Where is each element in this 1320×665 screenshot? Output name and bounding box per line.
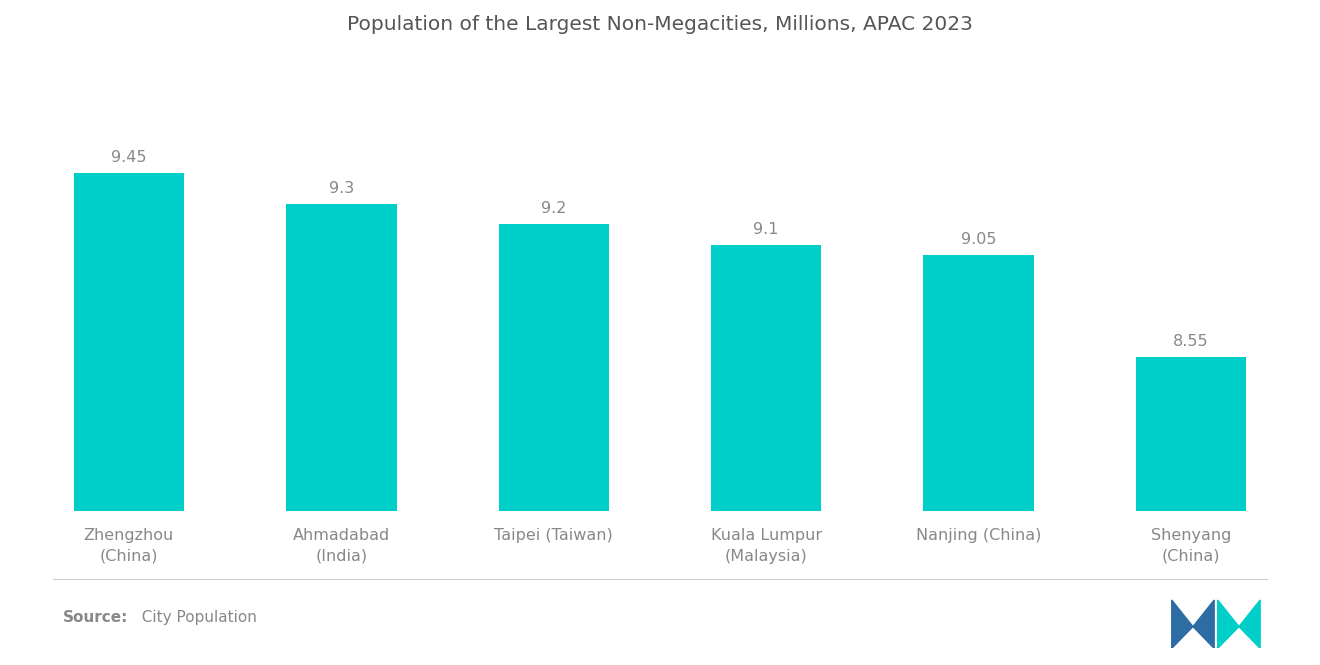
- Bar: [499, 224, 609, 665]
- Text: 9.1: 9.1: [754, 221, 779, 237]
- Text: 9.3: 9.3: [329, 181, 354, 196]
- Bar: [74, 173, 183, 665]
- Text: 9.2: 9.2: [541, 201, 566, 216]
- Title: Population of the Largest Non-Megacities, Millions, APAC 2023: Population of the Largest Non-Megacities…: [347, 15, 973, 34]
- Text: 8.55: 8.55: [1173, 334, 1209, 349]
- Bar: [286, 204, 396, 665]
- Polygon shape: [1239, 600, 1261, 648]
- Text: Source:: Source:: [63, 610, 129, 625]
- Text: City Population: City Population: [132, 610, 257, 625]
- Bar: [924, 255, 1034, 665]
- Polygon shape: [1172, 600, 1193, 648]
- Text: 9.45: 9.45: [111, 150, 147, 165]
- Polygon shape: [1217, 600, 1239, 648]
- Bar: [1137, 357, 1246, 665]
- Polygon shape: [1193, 600, 1214, 648]
- Bar: [711, 245, 821, 665]
- Text: 9.05: 9.05: [961, 232, 997, 247]
